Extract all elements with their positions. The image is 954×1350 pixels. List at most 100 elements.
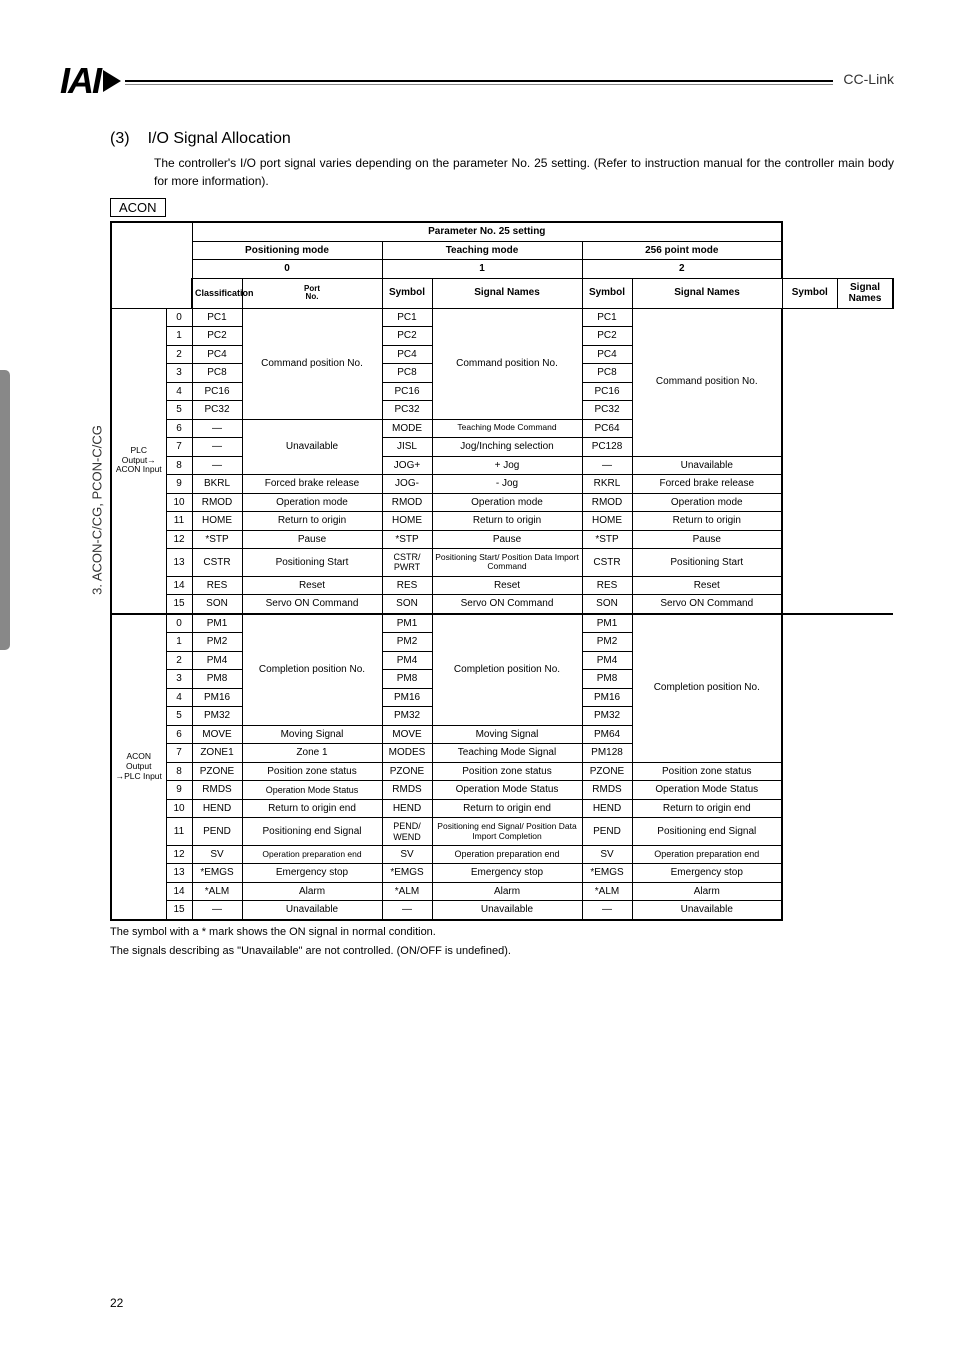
sym: JOG+ — [382, 456, 432, 475]
sym: PC4 — [582, 345, 632, 364]
sig: Forced brake release — [632, 475, 782, 494]
sig: Emergency stop — [432, 864, 582, 883]
sym: — — [582, 456, 632, 475]
sym: *STP — [382, 530, 432, 549]
sym: RMOD — [192, 493, 242, 512]
sym: MOVE — [382, 725, 432, 744]
port: 4 — [166, 688, 192, 707]
sym: PM16 — [382, 688, 432, 707]
sym: BKRL — [192, 475, 242, 494]
sig: Jog/Inching selection — [432, 438, 582, 457]
th-signal-2: Signal Names — [838, 278, 893, 308]
sig: Positioning Start — [242, 549, 382, 577]
sig: + Jog — [432, 456, 582, 475]
port: 15 — [166, 595, 192, 614]
sym: PC8 — [582, 364, 632, 383]
th-symbol-1: Symbol — [582, 278, 632, 308]
section-heading: (3)I/O Signal Allocation — [110, 130, 894, 148]
th-256-mode: 256 point mode — [582, 241, 782, 260]
sig-command-position-no: Command position No. — [432, 308, 582, 419]
sym: HOME — [382, 512, 432, 531]
sym: RMDS — [582, 781, 632, 800]
sym: — — [192, 419, 242, 438]
sig: Operation preparation end — [432, 845, 582, 864]
sig: Servo ON Command — [242, 595, 382, 614]
intro-paragraph: The controller's I/O port signal varies … — [154, 154, 894, 190]
th-symbol-0: Symbol — [382, 278, 432, 308]
th-mode-0: 0 — [192, 260, 382, 279]
sym: PC16 — [382, 382, 432, 401]
port: 5 — [166, 401, 192, 420]
sym: RMDS — [382, 781, 432, 800]
sym: PM8 — [192, 670, 242, 689]
sym: PC32 — [582, 401, 632, 420]
sym: PM8 — [582, 670, 632, 689]
sig-completion-position: Completion position No. — [242, 614, 382, 726]
port: 5 — [166, 707, 192, 726]
sym: — — [582, 901, 632, 920]
sig: Operation mode — [242, 493, 382, 512]
port: 8 — [166, 762, 192, 781]
sym: RES — [382, 576, 432, 595]
sig: Forced brake release — [242, 475, 382, 494]
sym: PEND — [192, 818, 242, 846]
sym: PM1 — [582, 614, 632, 633]
io-signal-table: Parameter No. 25 setting Positioning mod… — [110, 221, 894, 921]
sym: PC1 — [582, 308, 632, 327]
sig: Return to origin — [242, 512, 382, 531]
side-tab-text: 3. ACON-C/CG, PCON-C/CG — [89, 425, 104, 595]
sym: RKRL — [582, 475, 632, 494]
sym: RMDS — [192, 781, 242, 800]
sym: CSTR — [192, 549, 242, 577]
sym: PC32 — [192, 401, 242, 420]
sym: PM4 — [192, 651, 242, 670]
sig: Operation Mode Status — [242, 781, 382, 800]
header-row: IAI CC-Link — [60, 60, 894, 102]
sig: Pause — [632, 530, 782, 549]
sym: PM32 — [582, 707, 632, 726]
sym: — — [192, 438, 242, 457]
port: 0 — [166, 308, 192, 327]
sig: Alarm — [432, 882, 582, 901]
port: 11 — [166, 512, 192, 531]
port: 2 — [166, 651, 192, 670]
port: 2 — [166, 345, 192, 364]
sig: Operation mode — [632, 493, 782, 512]
sym: PEND — [582, 818, 632, 846]
sym: JOG- — [382, 475, 432, 494]
sym: PC1 — [382, 308, 432, 327]
sym: PZONE — [192, 762, 242, 781]
sig-command-position: Command position No. — [242, 308, 382, 419]
th-blank — [111, 222, 192, 308]
sig: Operation Mode Status — [432, 781, 582, 800]
sym: HEND — [192, 799, 242, 818]
sig: Positioning end Signal — [242, 818, 382, 846]
port: 15 — [166, 901, 192, 920]
sig: Return to origin — [432, 512, 582, 531]
logo: IAI — [60, 60, 121, 102]
port: 14 — [166, 882, 192, 901]
sig-unavailable: Unavailable — [242, 419, 382, 475]
sym: JISL — [382, 438, 432, 457]
sig: Moving Signal — [242, 725, 382, 744]
sig: Unavailable — [242, 901, 382, 920]
sym: PM4 — [582, 651, 632, 670]
sig: Positioning Start/ Position Data Import … — [432, 549, 582, 577]
sig: Moving Signal — [432, 725, 582, 744]
port: 13 — [166, 549, 192, 577]
sym: PM2 — [192, 633, 242, 652]
logo-text: IAI — [60, 60, 100, 102]
sig: Alarm — [242, 882, 382, 901]
port: 1 — [166, 633, 192, 652]
sym: SON — [192, 595, 242, 614]
port: 10 — [166, 493, 192, 512]
sig: Servo ON Command — [632, 595, 782, 614]
th-classification: Classification — [192, 278, 242, 308]
port: 11 — [166, 818, 192, 846]
sym: HEND — [582, 799, 632, 818]
side-tab: 3. ACON-C/CG, PCON-C/CG — [0, 370, 28, 650]
sig: Servo ON Command — [432, 595, 582, 614]
th-parameter: Parameter No. 25 setting — [192, 222, 782, 241]
th-port-no: PortNo. — [242, 278, 382, 308]
port: 12 — [166, 845, 192, 864]
